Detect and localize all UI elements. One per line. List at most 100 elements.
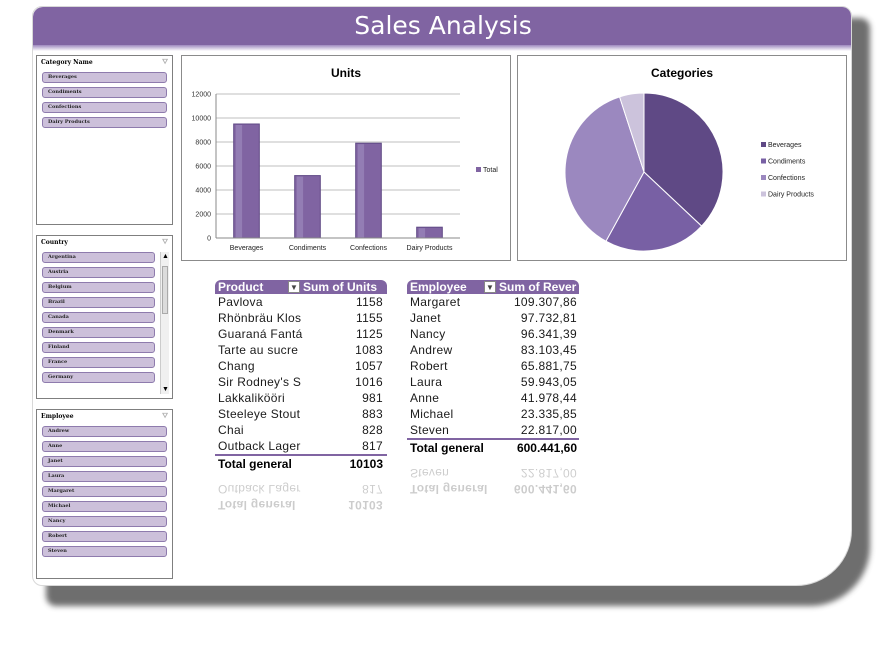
table-row[interactable]: Laura 59.943,05 <box>407 374 579 390</box>
slicer-item[interactable]: Margaret <box>42 486 167 497</box>
pivot-header: Employee ▼ Sum of Rever <box>407 280 579 294</box>
table-row[interactable]: Rhönbräu Klos 1155 <box>215 310 387 326</box>
scroll-down-icon[interactable]: ▼ <box>162 386 169 393</box>
table-row[interactable]: Pavlova 1158 <box>215 294 387 310</box>
slicer-header: Employee ⛛ <box>37 410 172 422</box>
row-value: 97.732,81 <box>520 311 577 325</box>
slicer-items: Argentina Austria Belgium Brazil Canada Denma… <box>37 252 160 383</box>
pivot-revenue: Employee ▼ Sum of Rever Margaret 109.307,… <box>407 280 579 497</box>
table-row[interactable]: Guaraná Fantá 1125 <box>215 326 387 342</box>
slicer-country: Country ⛛ Argentina Austria Belgium Brazil C… <box>36 235 173 399</box>
title-edge <box>33 45 851 51</box>
reflection-text: 10103 <box>348 498 383 512</box>
table-row[interactable]: Chai 828 <box>215 422 387 438</box>
clear-filter-icon[interactable]: ⛛ <box>162 237 168 246</box>
slicer-item[interactable]: Michael <box>42 501 167 512</box>
y-tick-label: 4000 <box>195 188 211 195</box>
slicer-item[interactable]: Denmark <box>42 327 155 338</box>
pivot-reflection: Total general 600.441,60 Steven 22.817,00 <box>407 457 579 497</box>
filter-dropdown-icon[interactable]: ▼ <box>484 281 496 293</box>
pivot-col-header: Sum of Rever <box>499 280 577 294</box>
table-row[interactable]: Michael 23.335,85 <box>407 406 579 422</box>
filter-dropdown-icon[interactable]: ▼ <box>288 281 300 293</box>
units-chart[interactable]: Units 0 2000 4000 6000 8000 10000 12000 Beverag… <box>181 55 511 261</box>
row-value: 23.335,85 <box>520 407 577 421</box>
row-value: 1125 <box>355 327 383 341</box>
table-row[interactable]: Anne 41.978,44 <box>407 390 579 406</box>
y-tick-label: 6000 <box>195 164 211 171</box>
pivot-total-row: Total general 10103 <box>215 454 387 471</box>
slicer-item[interactable]: Brazil <box>42 297 155 308</box>
slicer-items: Beverages Condiments Confections Dairy Prod… <box>37 72 172 128</box>
legend-label: Beverages <box>768 142 802 149</box>
table-row[interactable]: Chang 1057 <box>215 358 387 374</box>
table-row[interactable]: Andrew 83.103,45 <box>407 342 579 358</box>
slicer-item[interactable]: Steven <box>42 546 167 557</box>
row-label: Pavlova <box>218 295 263 309</box>
table-row[interactable]: Tarte au sucre 1083 <box>215 342 387 358</box>
slicer-item[interactable]: Germany <box>42 372 155 383</box>
slicer-item[interactable]: Andrew <box>42 426 167 437</box>
pivot-col-header: Employee <box>410 280 467 294</box>
legend-label: Confections <box>768 175 805 182</box>
slicer-item[interactable]: Janet <box>42 456 167 467</box>
slicer-item[interactable]: France <box>42 357 155 368</box>
slicer-item[interactable]: Finland <box>42 342 155 353</box>
slicer-item[interactable]: Canada <box>42 312 155 323</box>
row-label: Sir Rodney's S <box>218 375 302 389</box>
row-label: Andrew <box>410 343 453 357</box>
slicer-item[interactable]: Austria <box>42 267 155 278</box>
slicer-item[interactable]: Belgium <box>42 282 155 293</box>
table-row[interactable]: Robert 65.881,75 <box>407 358 579 374</box>
table-row[interactable]: Lakkalikööri 981 <box>215 390 387 406</box>
row-label: Steeleye Stout <box>218 407 301 421</box>
table-row[interactable]: Steven 22.817,00 <box>407 422 579 438</box>
scroll-up-icon[interactable]: ▲ <box>162 253 169 260</box>
table-row[interactable]: Sir Rodney's S 1016 <box>215 374 387 390</box>
row-label: Anne <box>410 391 440 405</box>
slicer-item[interactable]: Robert <box>42 531 167 542</box>
pivot-total-value: 10103 <box>349 457 383 471</box>
scroll-thumb[interactable] <box>162 266 168 314</box>
pie-slice <box>605 171 703 252</box>
row-label: Chai <box>218 423 244 437</box>
slicer-item[interactable]: Anne <box>42 441 167 452</box>
slicer-item[interactable]: Confections <box>42 102 167 113</box>
chart-title: Categories <box>650 66 714 80</box>
slicer-item[interactable]: Nancy <box>42 516 167 527</box>
reflection-text: Outback Lager <box>218 482 301 496</box>
dashboard-panel: Sales Analysis Category Name ⛛ Beverages… <box>32 6 852 586</box>
row-value: 109.307,86 <box>513 295 577 309</box>
slicer-item[interactable]: Condiments <box>42 87 167 98</box>
slicer-item[interactable]: Argentina <box>42 252 155 263</box>
slicer-header: Category Name ⛛ <box>37 56 172 68</box>
x-tick-label: Condiments <box>289 245 327 252</box>
bar-highlight <box>235 125 243 238</box>
slicer-item[interactable]: Beverages <box>42 72 167 83</box>
table-row[interactable]: Nancy 96.341,39 <box>407 326 579 342</box>
slicer-title: Category Name <box>41 58 93 66</box>
slicer-item[interactable]: Dairy Products <box>42 117 167 128</box>
table-row[interactable]: Margaret 109.307,86 <box>407 294 579 310</box>
slicer-items: Andrew Anne Janet Laura Margaret Michael Nancy… <box>37 426 172 557</box>
units-bar-chart-svg: 0 2000 4000 6000 8000 10000 12000 Beverages Cond… <box>192 92 499 253</box>
row-label: Tarte au sucre <box>218 343 299 357</box>
table-row[interactable]: Janet 97.732,81 <box>407 310 579 326</box>
x-tick-label: Dairy Products <box>407 245 453 252</box>
table-row[interactable]: Outback Lager 817 <box>215 438 387 454</box>
legend-label: Dairy Products <box>768 192 814 199</box>
pivot-total-value: 600.441,60 <box>516 441 577 455</box>
row-value: 1158 <box>355 295 383 309</box>
row-label: Chang <box>218 359 255 373</box>
pivot-col-header: Product <box>218 280 264 294</box>
reflection-text: 600.441,60 <box>513 482 577 496</box>
table-row[interactable]: Steeleye Stout 883 <box>215 406 387 422</box>
clear-filter-icon[interactable]: ⛛ <box>162 57 168 66</box>
slicer-item[interactable]: Laura <box>42 471 167 482</box>
categories-chart[interactable]: Categories Beverages Condiments Confection… <box>517 55 847 261</box>
clear-filter-icon[interactable]: ⛛ <box>162 411 168 420</box>
bar-highlight <box>418 228 426 238</box>
slicer-scrollbar[interactable]: ▲ ▼ <box>160 252 169 394</box>
row-value: 59.943,05 <box>520 375 577 389</box>
pivot-col-header: Sum of Units <box>303 280 377 294</box>
